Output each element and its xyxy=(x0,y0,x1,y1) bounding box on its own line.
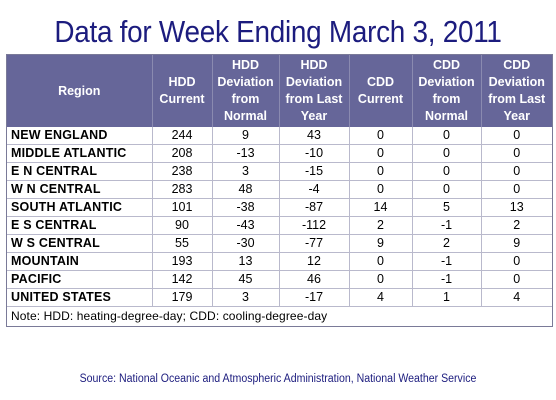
table-cell: -43 xyxy=(212,216,280,235)
table-cell: 9 xyxy=(349,234,413,253)
table-cell: 2 xyxy=(349,216,413,235)
table-cell: 90 xyxy=(152,216,213,235)
table-cell: 48 xyxy=(212,180,280,199)
table-cell: 0 xyxy=(349,127,413,145)
table-cell: 0 xyxy=(349,144,413,163)
table-cell: 4 xyxy=(349,288,413,307)
table-cell: -30 xyxy=(212,234,280,253)
table-row-total: UNITED STATES 179 3 -17 4 1 4 xyxy=(7,288,552,307)
table-cell: 0 xyxy=(412,127,482,145)
column-header-region: Region xyxy=(7,55,153,127)
table-row: W N CENTRAL 283 48 -4 0 0 0 xyxy=(7,180,552,199)
note-row: Note: HDD: heating-degree-day; CDD: cool… xyxy=(7,307,552,327)
data-table-container: Region HDD Current HDD Deviation from No… xyxy=(6,54,553,327)
table-cell: -77 xyxy=(279,234,350,253)
table-cell: 142 xyxy=(152,270,213,289)
region-cell: MOUNTAIN xyxy=(7,252,153,271)
table-cell: 0 xyxy=(481,180,552,199)
column-header-cdd-current: CDD Current xyxy=(349,55,413,127)
table-row: MOUNTAIN 193 13 12 0 -1 0 xyxy=(7,252,552,271)
column-header-hdd-deviation-normal: HDD Deviation from Normal xyxy=(212,55,280,127)
table-cell: -1 xyxy=(412,216,482,235)
header-row: Region HDD Current HDD Deviation from No… xyxy=(7,55,552,127)
table-cell: 4 xyxy=(481,288,552,307)
region-cell: W N CENTRAL xyxy=(7,180,153,199)
table-cell: 12 xyxy=(279,252,350,271)
table-cell: 14 xyxy=(349,198,413,217)
table-row: SOUTH ATLANTIC 101 -38 -87 14 5 13 xyxy=(7,198,552,217)
table-cell: 244 xyxy=(152,127,213,145)
table-cell: 0 xyxy=(481,270,552,289)
table-cell: 9 xyxy=(212,127,280,145)
table-cell: 0 xyxy=(412,180,482,199)
table-cell: -1 xyxy=(412,252,482,271)
table-cell: 101 xyxy=(152,198,213,217)
table-row: W S CENTRAL 55 -30 -77 9 2 9 xyxy=(7,234,552,253)
table-row: E N CENTRAL 238 3 -15 0 0 0 xyxy=(7,162,552,181)
table-cell: 13 xyxy=(212,252,280,271)
table-cell: -1 xyxy=(412,270,482,289)
table-cell: -17 xyxy=(279,288,350,307)
table-cell: 0 xyxy=(349,252,413,271)
table-cell: 45 xyxy=(212,270,280,289)
degree-day-table: Region HDD Current HDD Deviation from No… xyxy=(7,55,552,326)
table-cell: 0 xyxy=(412,144,482,163)
table-cell: 179 xyxy=(152,288,213,307)
region-cell: E S CENTRAL xyxy=(7,216,153,235)
table-cell: 3 xyxy=(212,288,280,307)
region-cell: SOUTH ATLANTIC xyxy=(7,198,153,217)
table-cell: 208 xyxy=(152,144,213,163)
table-cell: 0 xyxy=(481,252,552,271)
column-header-hdd-deviation-last-year: HDD Deviation from Last Year xyxy=(279,55,350,127)
page-title: Data for Week Ending March 3, 2011 xyxy=(54,14,502,49)
table-cell: -87 xyxy=(279,198,350,217)
table-row: E S CENTRAL 90 -43 -112 2 -1 2 xyxy=(7,216,552,235)
table-cell: 0 xyxy=(481,144,552,163)
table-cell: 0 xyxy=(481,162,552,181)
table-cell: 0 xyxy=(412,162,482,181)
table-cell: 238 xyxy=(152,162,213,181)
region-cell: E N CENTRAL xyxy=(7,162,153,181)
table-cell: 3 xyxy=(212,162,280,181)
table-cell: 193 xyxy=(152,252,213,271)
region-cell: MIDDLE ATLANTIC xyxy=(7,144,153,163)
column-header-cdd-deviation-normal: CDD Deviation from Normal xyxy=(412,55,482,127)
table-cell: -15 xyxy=(279,162,350,181)
table-cell: -4 xyxy=(279,180,350,199)
table-cell: 2 xyxy=(481,216,552,235)
table-cell: 0 xyxy=(349,180,413,199)
table-cell: 9 xyxy=(481,234,552,253)
table-cell: -13 xyxy=(212,144,280,163)
table-cell: 283 xyxy=(152,180,213,199)
table-cell: -38 xyxy=(212,198,280,217)
table-cell: 46 xyxy=(279,270,350,289)
region-cell: PACIFIC xyxy=(7,270,153,289)
column-header-hdd-current: HDD Current xyxy=(152,55,213,127)
table-row: NEW ENGLAND 244 9 43 0 0 0 xyxy=(7,127,552,145)
source-caption: Source: National Oceanic and Atmospheric… xyxy=(79,373,477,385)
region-cell: W S CENTRAL xyxy=(7,234,153,253)
table-cell: 0 xyxy=(349,162,413,181)
table-cell: 0 xyxy=(481,127,552,145)
table-cell: 43 xyxy=(279,127,350,145)
table-row: MIDDLE ATLANTIC 208 -13 -10 0 0 0 xyxy=(7,144,552,163)
table-cell: 2 xyxy=(412,234,482,253)
table-row: PACIFIC 142 45 46 0 -1 0 xyxy=(7,270,552,289)
region-cell: NEW ENGLAND xyxy=(7,127,153,145)
table-cell: 0 xyxy=(349,270,413,289)
table-cell: 5 xyxy=(412,198,482,217)
table-cell: -112 xyxy=(279,216,350,235)
region-cell: UNITED STATES xyxy=(7,288,153,307)
table-cell: -10 xyxy=(279,144,350,163)
table-cell: 13 xyxy=(481,198,552,217)
table-note: Note: HDD: heating-degree-day; CDD: cool… xyxy=(11,309,328,323)
column-header-cdd-deviation-last-year: CDD Deviation from Last Year xyxy=(481,55,552,127)
table-cell: 1 xyxy=(412,288,482,307)
table-cell: 55 xyxy=(152,234,213,253)
